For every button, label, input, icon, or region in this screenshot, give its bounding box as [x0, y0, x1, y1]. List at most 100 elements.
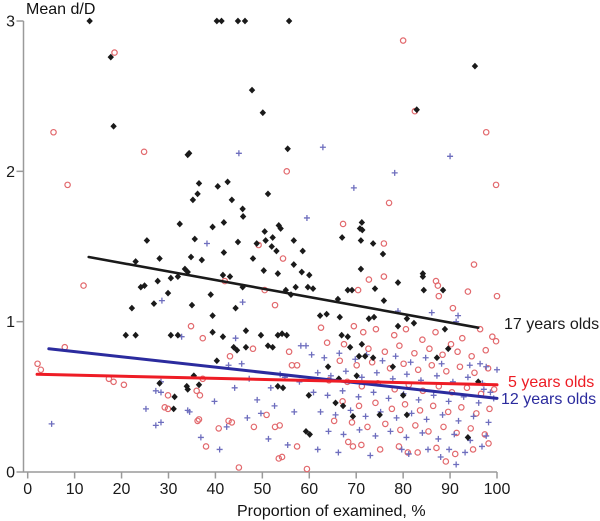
x-tick-label: 20: [113, 481, 131, 498]
diamond-marker: [209, 312, 216, 320]
diamond-marker: [194, 190, 201, 198]
diamond-marker: [369, 354, 377, 362]
plus-marker: [203, 240, 210, 247]
diamond-marker: [274, 382, 282, 390]
plus-marker: [422, 354, 429, 361]
trendline-5-years-olds: [35, 372, 499, 387]
diamond-marker: [413, 106, 420, 114]
circle-marker: [468, 352, 475, 360]
circle-marker: [283, 168, 291, 175]
circle-marker: [293, 361, 301, 369]
plus-marker: [453, 461, 460, 468]
circle-marker: [402, 325, 410, 333]
diamond-marker: [213, 357, 221, 365]
circle-marker: [187, 322, 195, 330]
plus-marker: [48, 420, 55, 427]
diamond-marker: [261, 228, 268, 235]
circle-marker: [249, 345, 257, 353]
plus-marker: [372, 432, 379, 439]
plus-marker: [235, 150, 242, 157]
circle-marker: [120, 381, 128, 389]
circle-marker: [140, 148, 148, 156]
diamond-marker: [164, 289, 172, 297]
circle-marker: [399, 37, 407, 44]
diamond-marker: [154, 277, 161, 285]
diamond-marker: [410, 319, 418, 327]
plus-marker: [317, 408, 324, 415]
plus-marker: [308, 351, 315, 358]
diamond-marker: [299, 247, 306, 255]
plus-marker: [435, 435, 442, 442]
diamond-marker: [306, 271, 313, 279]
circle-marker: [396, 342, 403, 350]
diamond-marker: [219, 271, 227, 279]
diamond-marker: [324, 363, 332, 371]
plus-marker: [321, 354, 328, 361]
diamond-marker: [349, 412, 357, 420]
diamond-marker: [316, 312, 324, 320]
diamond-marker: [394, 279, 402, 286]
diamond-marker: [239, 213, 247, 220]
diamond-marker: [143, 237, 151, 244]
diamond-marker: [174, 273, 182, 280]
x-tick-label: 90: [441, 481, 459, 498]
x-tick-label: 0: [23, 481, 32, 498]
diamond-marker: [285, 17, 293, 25]
circle-marker: [64, 181, 71, 189]
circle-marker: [372, 325, 380, 333]
x-tick-label: 70: [347, 481, 365, 498]
plus-marker: [455, 312, 462, 319]
diamond-marker: [306, 431, 313, 438]
diamond-marker: [259, 109, 267, 117]
plus-marker: [152, 387, 159, 394]
diamond-marker: [234, 17, 242, 25]
circle-marker: [419, 336, 426, 344]
plus-marker: [407, 359, 414, 366]
diamond-marker: [234, 238, 242, 246]
diamond-marker: [399, 391, 407, 399]
circle-marker: [365, 345, 372, 353]
diamond-marker: [444, 345, 452, 353]
circle-marker: [380, 240, 388, 247]
circle-marker: [215, 425, 223, 432]
circle-marker: [263, 411, 270, 419]
diamond-marker: [156, 379, 163, 387]
circle-marker: [34, 360, 41, 368]
plus-marker: [385, 395, 392, 402]
diamond-marker: [439, 286, 447, 294]
plus-marker: [462, 449, 469, 456]
diamond-marker: [339, 402, 347, 410]
circle-marker: [164, 405, 172, 413]
circle-marker: [359, 328, 367, 336]
circle-marker: [434, 282, 442, 289]
plus-marker: [352, 356, 359, 363]
circle-marker: [458, 334, 466, 342]
plus-marker: [314, 369, 321, 376]
circle-marker: [330, 417, 338, 425]
diamond-marker: [394, 322, 402, 330]
plus-marker: [483, 363, 490, 370]
diamond-marker: [264, 190, 272, 198]
circle-marker: [426, 345, 433, 353]
diamond-marker: [464, 434, 472, 441]
y-axis-title: Mean d/D: [26, 1, 96, 18]
circle-marker: [425, 428, 432, 435]
plus-marker: [325, 428, 332, 435]
plus-marker: [415, 396, 422, 403]
circle-marker: [225, 417, 232, 425]
circle-marker: [456, 363, 464, 371]
circle-marker: [433, 444, 440, 452]
circle-marker: [444, 408, 452, 416]
circle-marker: [484, 364, 492, 372]
circle-marker: [349, 443, 357, 450]
circle-marker: [110, 378, 117, 386]
diamond-marker: [226, 273, 234, 280]
x-tick-label: 30: [160, 481, 178, 498]
plus-marker: [340, 431, 347, 438]
diamond-marker: [122, 331, 129, 339]
diamond-marker: [389, 363, 397, 371]
circle-marker: [414, 366, 422, 374]
diamond-marker: [338, 234, 346, 241]
plus-marker: [142, 405, 149, 412]
diamond-marker: [232, 304, 239, 312]
